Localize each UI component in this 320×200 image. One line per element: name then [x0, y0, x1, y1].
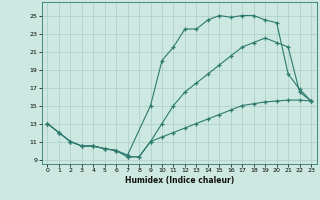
- X-axis label: Humidex (Indice chaleur): Humidex (Indice chaleur): [124, 176, 234, 185]
